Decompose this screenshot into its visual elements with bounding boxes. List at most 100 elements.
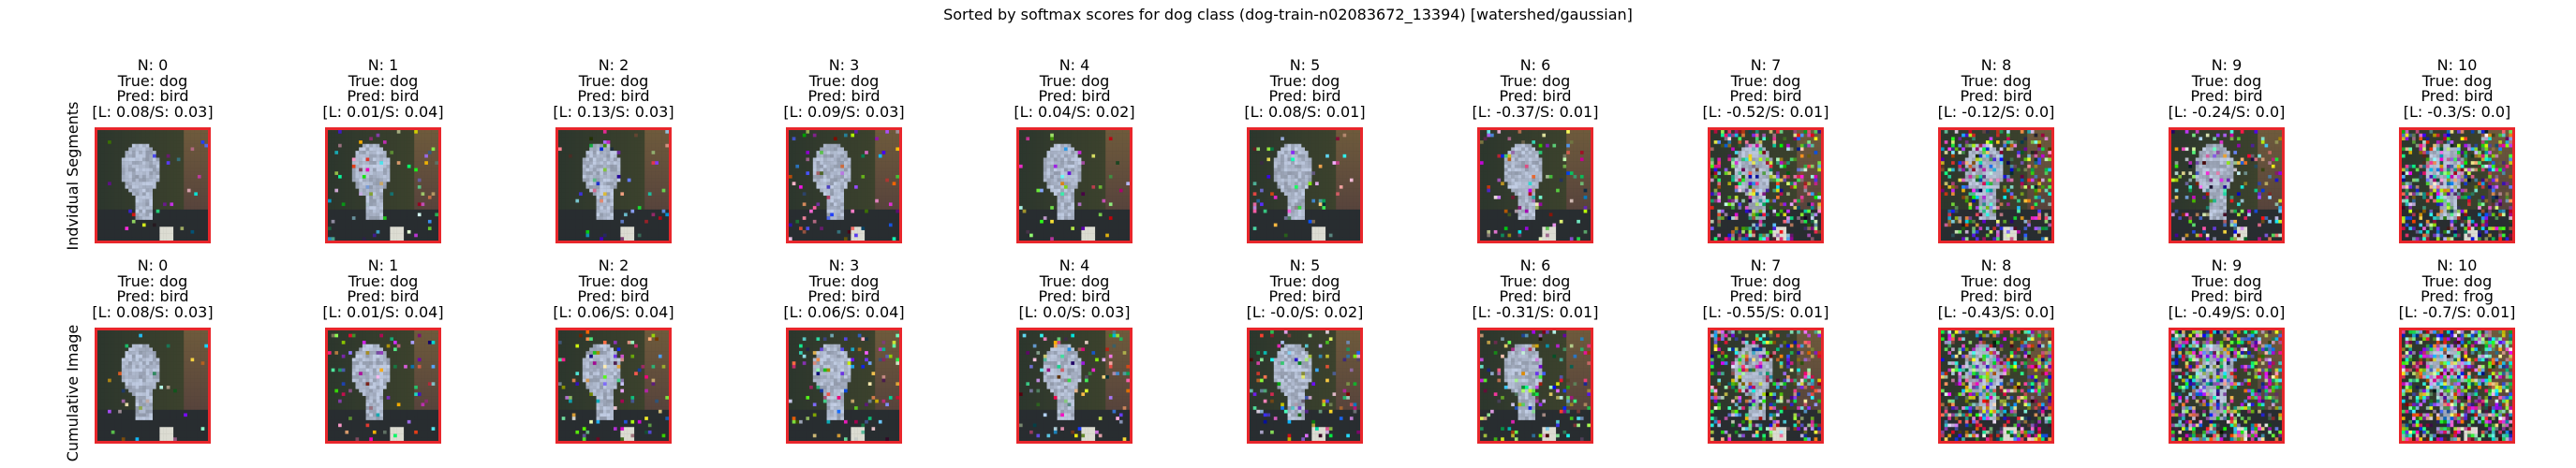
segment-thumbnail [2169, 328, 2285, 444]
caption-pred: Pred: bird [1863, 288, 2129, 305]
caption-scores: [L: -0.43/S: 0.0] [1863, 304, 2129, 321]
caption-true: True: dog [250, 273, 516, 290]
segment-thumbnail [325, 127, 441, 243]
segment-thumbnail [786, 127, 902, 243]
caption-scores: [L: -0.12/S: 0.0] [1863, 104, 2129, 121]
caption-n: N: 3 [711, 257, 977, 274]
caption-n: N: 8 [1863, 257, 2129, 274]
thumbnail-caption: N: 0 True: dog Pred: bird [L: 0.08/S: 0.03] [20, 257, 286, 321]
caption-pred: Pred: bird [1402, 88, 1668, 105]
caption-pred: Pred: bird [711, 88, 977, 105]
caption-scores: [L: 0.0/S: 0.03] [941, 304, 1207, 321]
caption-scores: [L: 0.01/S: 0.04] [250, 304, 516, 321]
caption-n: N: 0 [20, 57, 286, 74]
caption-true: True: dog [711, 73, 977, 90]
caption-true: True: dog [250, 73, 516, 90]
caption-scores: [L: 0.08/S: 0.03] [20, 104, 286, 121]
caption-n: N: 1 [250, 257, 516, 274]
caption-n: N: 4 [941, 257, 1207, 274]
caption-scores: [L: -0.31/S: 0.01] [1402, 304, 1668, 321]
caption-scores: [L: 0.08/S: 0.03] [20, 304, 286, 321]
caption-pred: Pred: bird [1172, 288, 1438, 305]
caption-n: N: 9 [2094, 257, 2360, 274]
thumbnail-caption: N: 5 True: dog Pred: bird [L: -0.0/S: 0.02] [1172, 257, 1438, 321]
caption-scores: [L: -0.52/S: 0.01] [1633, 104, 1899, 121]
thumbnail-caption: N: 2 True: dog Pred: bird [L: 0.06/S: 0.04] [481, 257, 747, 321]
thumbnail-caption: N: 5 True: dog Pred: bird [L: 0.08/S: 0.01] [1172, 57, 1438, 120]
segment-thumbnail [1477, 328, 1593, 444]
caption-pred: Pred: bird [1402, 288, 1668, 305]
segment-thumbnail [1938, 328, 2054, 444]
caption-pred: Pred: bird [20, 288, 286, 305]
caption-true: True: dog [1863, 73, 2129, 90]
caption-n: N: 2 [481, 57, 747, 74]
caption-scores: [L: -0.7/S: 0.01] [2324, 304, 2576, 321]
caption-true: True: dog [1172, 273, 1438, 290]
caption-scores: [L: -0.3/S: 0.0] [2324, 104, 2576, 121]
caption-scores: [L: 0.06/S: 0.04] [481, 304, 747, 321]
segment-thumbnail [1708, 127, 1824, 243]
segment-thumbnail [555, 127, 672, 243]
thumbnail-caption: N: 7 True: dog Pred: bird [L: -0.52/S: 0.01… [1633, 57, 1899, 121]
thumbnail-caption: N: 10 True: dog Pred: bird [L: -0.3/S: 0.0] [2324, 57, 2576, 121]
thumbnail-caption: N: 0 True: dog Pred: bird [L: 0.08/S: 0.03] [20, 57, 286, 121]
caption-scores: [L: -0.37/S: 0.01] [1402, 104, 1668, 121]
segment-thumbnail [1708, 328, 1824, 444]
thumbnail-caption: N: 9 True: dog Pred: bird [L: -0.49/S: 0.0] [2094, 257, 2360, 321]
caption-pred: Pred: bird [1863, 88, 2129, 105]
segment-thumbnail [1016, 127, 1133, 243]
thumbnail-caption: N: 8 True: dog Pred: bird [L: -0.43/S: 0.0] [1863, 257, 2129, 321]
segment-thumbnail [786, 328, 902, 444]
caption-n: N: 5 [1172, 57, 1438, 74]
caption-true: True: dog [481, 73, 747, 90]
thumbnail-caption: N: 3 True: dog Pred: bird [L: 0.09/S: 0.03] [711, 57, 977, 120]
caption-pred: Pred: bird [250, 88, 516, 105]
caption-true: True: dog [2324, 73, 2576, 90]
caption-n: N: 9 [2094, 57, 2360, 74]
segment-thumbnail [1477, 127, 1593, 243]
caption-true: True: dog [20, 73, 286, 90]
caption-true: True: dog [941, 273, 1207, 290]
caption-true: True: dog [711, 273, 977, 290]
caption-true: True: dog [1172, 73, 1438, 90]
caption-pred: Pred: bird [250, 288, 516, 305]
thumbnail-caption: N: 2 True: dog Pred: bird [L: 0.13/S: 0.03] [481, 57, 747, 120]
thumbnail-caption: N: 9 True: dog Pred: bird [L: -0.24/S: 0.0] [2094, 57, 2360, 121]
figure-title: Sorted by softmax scores for dog class (… [0, 6, 2576, 24]
segment-thumbnail [1016, 328, 1133, 444]
thumbnail-caption: N: 7 True: dog Pred: bird [L: -0.55/S: 0.01… [1633, 257, 1899, 320]
caption-pred: Pred: bird [481, 288, 747, 305]
caption-true: True: dog [2324, 273, 2576, 290]
thumbnail-caption: N: 8 True: dog Pred: bird [L: -0.12/S: 0.0] [1863, 57, 2129, 121]
caption-scores: [L: -0.49/S: 0.0] [2094, 304, 2360, 321]
segment-thumbnail [2399, 127, 2515, 243]
caption-true: True: dog [1402, 273, 1668, 290]
row-label-cumulative-image: Cumulative Image [64, 325, 81, 462]
thumbnail-caption: N: 10 True: dog Pred: frog [L: -0.7/S: 0.01… [2324, 257, 2576, 321]
caption-scores: [L: -0.24/S: 0.0] [2094, 104, 2360, 121]
caption-true: True: dog [1863, 273, 2129, 290]
caption-n: N: 0 [20, 257, 286, 274]
caption-n: N: 6 [1402, 57, 1668, 74]
segment-thumbnail [1247, 127, 1363, 243]
caption-pred: Pred: bird [941, 88, 1207, 105]
caption-scores: [L: -0.0/S: 0.02] [1172, 304, 1438, 321]
caption-true: True: dog [1633, 273, 1899, 290]
caption-true: True: dog [2094, 273, 2360, 290]
thumbnail-caption: N: 3 True: dog Pred: bird [L: 0.06/S: 0.04] [711, 257, 977, 321]
caption-true: True: dog [2094, 73, 2360, 90]
caption-scores: [L: 0.06/S: 0.04] [711, 304, 977, 321]
segment-thumbnail [95, 127, 211, 243]
caption-pred: Pred: bird [711, 288, 977, 305]
caption-n: N: 7 [1633, 57, 1899, 74]
segment-thumbnail [555, 328, 672, 444]
caption-pred: Pred: frog [2324, 288, 2576, 305]
caption-n: N: 4 [941, 57, 1207, 74]
thumbnail-caption: N: 6 True: dog Pred: bird [L: -0.37/S: 0.01… [1402, 57, 1668, 121]
segment-thumbnail [2169, 127, 2285, 243]
caption-true: True: dog [20, 273, 286, 290]
caption-n: N: 1 [250, 57, 516, 74]
caption-n: N: 3 [711, 57, 977, 74]
segment-thumbnail [325, 328, 441, 444]
row-label-individual-segments: Indvidual Segments [64, 102, 81, 251]
